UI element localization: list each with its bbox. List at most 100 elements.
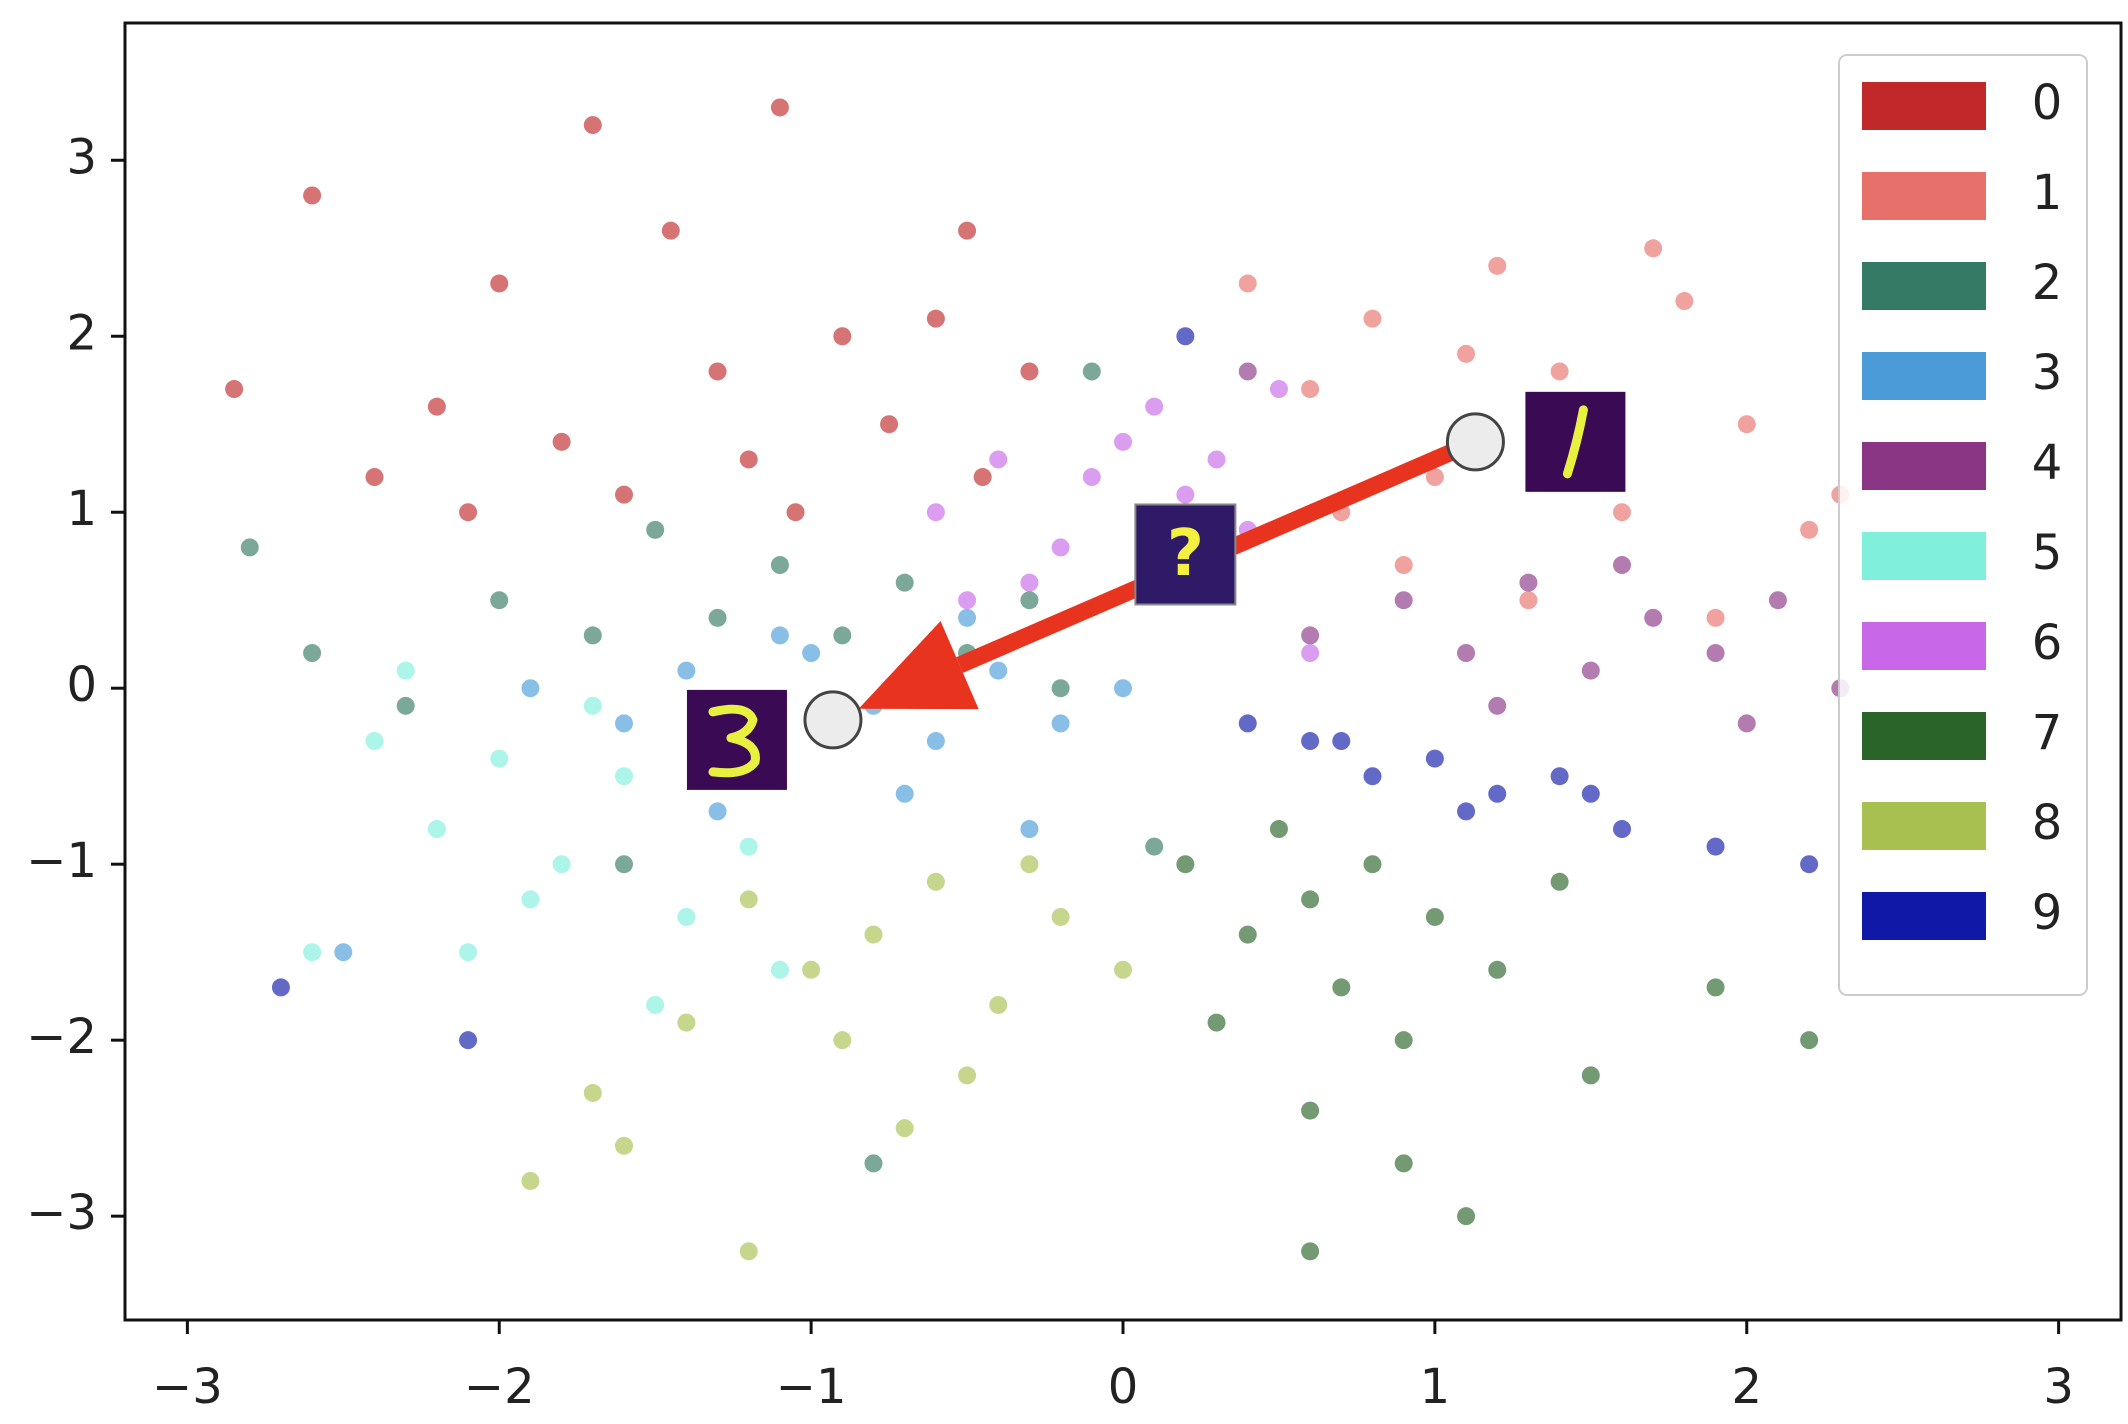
legend-label: 5	[2032, 525, 2063, 581]
point	[303, 186, 322, 205]
point	[1800, 1031, 1819, 1050]
x-tick-label: 0	[1108, 1359, 1139, 1415]
digit-stroke	[1562, 405, 1588, 479]
point	[1332, 732, 1351, 751]
point	[786, 503, 805, 522]
point	[1363, 855, 1382, 874]
point	[958, 608, 977, 627]
point	[1238, 362, 1257, 381]
x-tick-label: −3	[152, 1359, 223, 1415]
point	[1238, 714, 1257, 733]
point	[1706, 978, 1725, 997]
point	[1394, 591, 1413, 610]
point	[1457, 344, 1476, 363]
point	[583, 1083, 602, 1102]
point	[1644, 608, 1663, 627]
y-tick-label: −2	[26, 1009, 97, 1065]
point	[1425, 749, 1444, 768]
arrow-head	[858, 621, 979, 710]
overlay: ?	[686, 391, 1626, 790]
point	[1737, 415, 1756, 434]
x-tick-label: 1	[1420, 1359, 1451, 1415]
y-tick-label: −1	[26, 833, 97, 889]
annotation-text: ?	[1167, 517, 1204, 591]
x-tick-label: −1	[776, 1359, 847, 1415]
legend-label: 1	[2032, 165, 2063, 221]
point	[989, 995, 1008, 1014]
point	[739, 1242, 758, 1261]
point	[1114, 679, 1132, 698]
point	[303, 943, 322, 962]
point	[1363, 767, 1382, 786]
legend-label: 4	[2032, 435, 2063, 491]
digit-stroke	[708, 704, 760, 778]
point	[646, 520, 665, 539]
point	[521, 679, 540, 698]
point	[1051, 714, 1070, 733]
point	[615, 855, 633, 874]
legend-label: 0	[2032, 75, 2063, 131]
point	[989, 661, 1008, 680]
point	[490, 274, 509, 293]
point	[802, 960, 821, 979]
point	[1457, 802, 1476, 821]
point	[1488, 256, 1507, 275]
point	[1269, 380, 1288, 399]
point	[271, 978, 290, 997]
point	[770, 98, 789, 117]
point	[365, 732, 384, 751]
point	[1051, 538, 1070, 557]
point	[1301, 380, 1320, 399]
legend-swatch	[1862, 892, 1986, 940]
point	[1394, 556, 1413, 575]
point	[240, 538, 259, 557]
legend-swatch	[1862, 802, 1986, 850]
point	[1800, 855, 1819, 874]
legend-label: 6	[2032, 615, 2063, 671]
point	[1488, 696, 1507, 715]
point	[1425, 468, 1444, 487]
point	[833, 626, 852, 645]
point	[521, 890, 540, 909]
point	[895, 1119, 914, 1138]
point	[334, 943, 353, 962]
legend-swatch	[1862, 262, 1986, 310]
point	[1706, 644, 1725, 663]
point	[1457, 1207, 1476, 1226]
point	[895, 573, 914, 592]
marker	[803, 690, 863, 750]
point	[490, 749, 509, 768]
point	[521, 1171, 540, 1190]
point	[1020, 591, 1039, 610]
point	[552, 855, 571, 874]
point	[552, 432, 571, 451]
point	[1394, 1154, 1413, 1173]
point	[459, 503, 478, 522]
point	[1550, 872, 1569, 891]
point	[1020, 362, 1039, 381]
legend-label: 2	[2032, 255, 2063, 311]
point	[646, 995, 665, 1014]
point	[1675, 292, 1694, 311]
point	[1519, 573, 1538, 592]
point	[583, 696, 602, 715]
x-tick-label: 3	[2043, 1359, 2074, 1415]
point	[1613, 820, 1631, 839]
point	[958, 221, 977, 240]
x-tick-label: −2	[464, 1359, 535, 1415]
y-tick-label: 2	[66, 305, 97, 361]
point	[1332, 978, 1351, 997]
point	[1706, 837, 1725, 856]
point	[459, 1031, 478, 1050]
point	[1145, 397, 1164, 416]
point	[427, 397, 446, 416]
point	[989, 450, 1008, 469]
legend-swatch	[1862, 352, 1986, 400]
point	[1051, 679, 1070, 698]
point	[708, 362, 727, 381]
point	[1488, 960, 1507, 979]
point	[1020, 820, 1039, 839]
y-tick-label: 0	[66, 657, 97, 713]
point	[677, 661, 696, 680]
point	[770, 960, 789, 979]
